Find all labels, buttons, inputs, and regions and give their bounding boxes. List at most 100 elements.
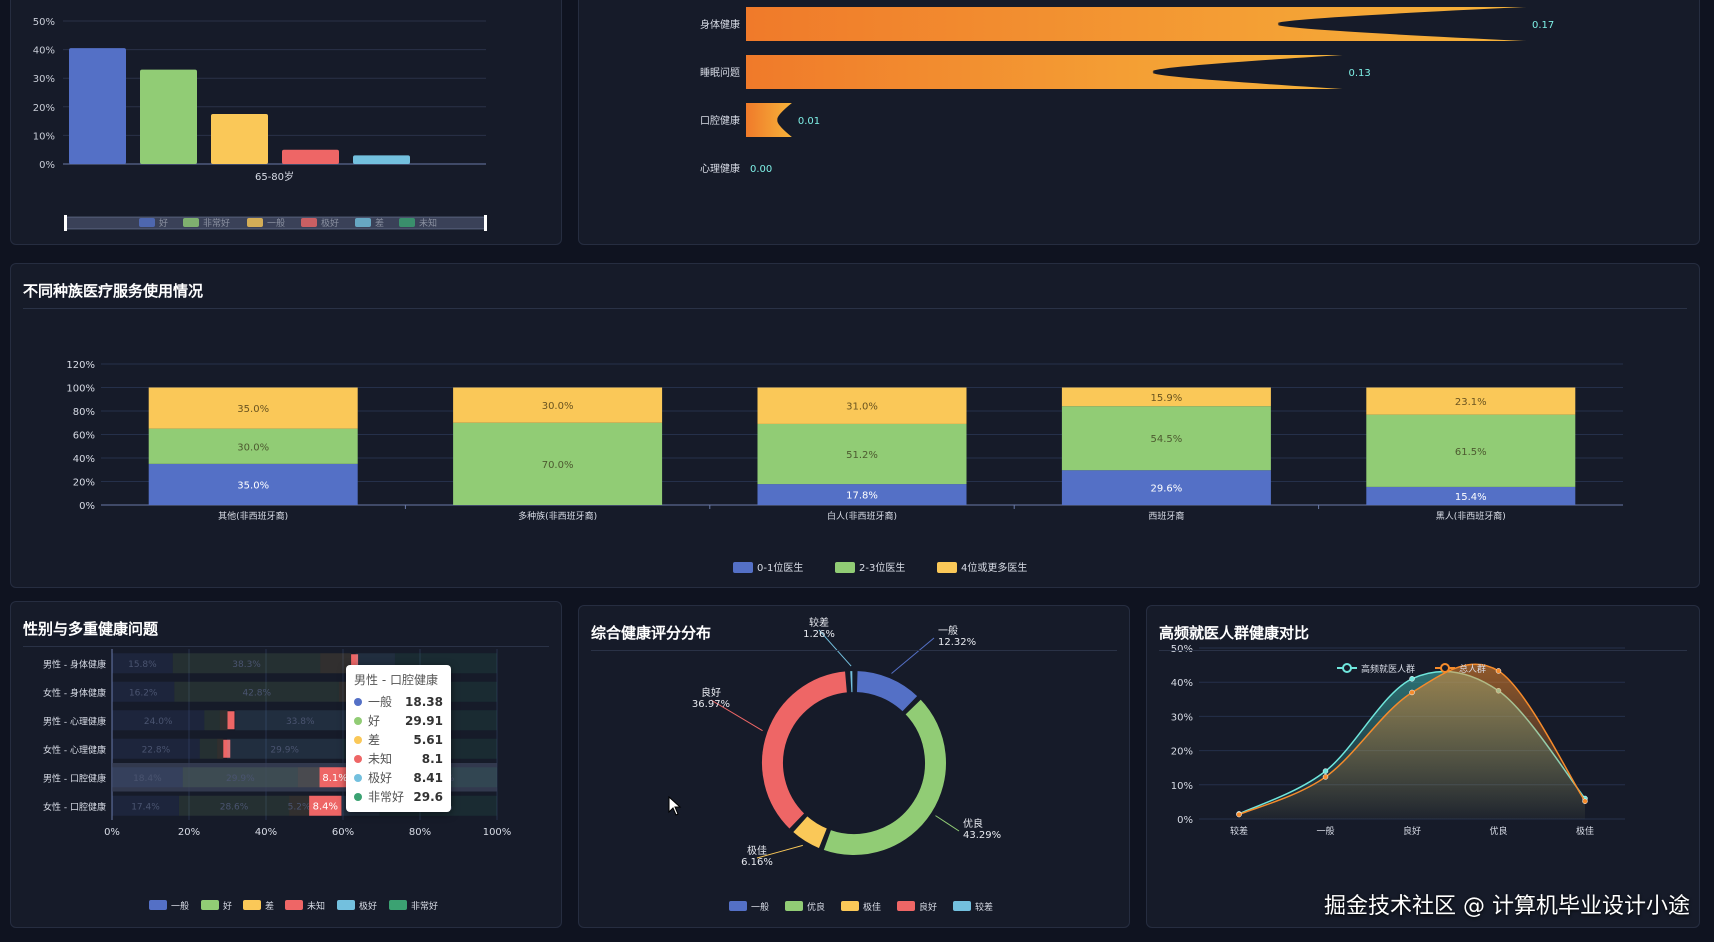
health-issue-chart: 身体健康 0.17 睡眠问题 0.13 口腔健康 0.01 心理健康 0.00: [700, 7, 1554, 175]
pie-label-line: [935, 815, 960, 832]
panel-freq: 高频就医人群健康对比 百分比 0% 10% 20% 30% 40% 50% 较差 一般 良好 优良 极…: [1146, 605, 1700, 928]
segment-value-label: 33.8%: [286, 717, 315, 727]
legend-label: 4位或更多医生: [961, 561, 1027, 574]
issue-bar: [746, 55, 1343, 89]
tooltip-series-name: 一般: [368, 695, 393, 709]
tooltip-series-value: 29.91: [405, 713, 443, 728]
race-chart[interactable]: 0% 20% 40% 60% 80% 100% 120% 35.0% 30.0% 35.0% 其他(…: [11, 264, 1700, 588]
x-tick-label: 65-80岁: [255, 170, 294, 183]
tooltip-rows: 一般 18.38 好 29.91 差 5.61 未知 8.1 极好 8.41 非常好 29.6: [354, 692, 443, 806]
pie-slice-较差: [848, 669, 855, 695]
panel-title: 不同种族医疗服务使用情况: [23, 282, 204, 300]
y-category-label: 睡眠问题: [700, 66, 740, 79]
zoom-handle-left: [64, 215, 67, 231]
score-pie-chart[interactable]: 一般 12.32% 优良 43.29% 极佳 6.16% 良好 36.97% 较差 1.26% 一般…: [579, 606, 1130, 928]
tooltip-series-value: 5.61: [413, 732, 443, 747]
tooltip-series-value: 18.38: [405, 694, 443, 709]
legend-label: 差: [375, 217, 384, 229]
legend-swatch: [835, 562, 855, 573]
segment-value-label: 17.8%: [846, 491, 878, 502]
legend-swatch: [337, 900, 355, 910]
legend-swatch: [201, 900, 219, 910]
legend-swatch: [729, 901, 747, 911]
y-category-label: 男性 - 心理健康: [43, 715, 106, 727]
legend-label: 高频就医人群: [1361, 663, 1415, 675]
x-tick-label: 多种族(非西班牙裔): [518, 510, 597, 522]
legend-label: 2-3位医生: [859, 561, 905, 574]
pie-slice-优良: [821, 697, 948, 857]
tooltip-series-name: 极好: [368, 771, 393, 785]
legend-label: 极好: [321, 217, 339, 229]
y-tick-label: 40%: [73, 454, 95, 465]
pie-label-line: [710, 699, 763, 732]
stack-segment-好: [182, 767, 298, 788]
y-tick-label: 40%: [33, 46, 55, 57]
x-tick-label: 优良: [1489, 825, 1507, 837]
segment-value-label: 15.8%: [128, 660, 157, 670]
y-tick-label: 100%: [66, 384, 95, 395]
tooltip-dot: [354, 792, 362, 801]
chart-tooltip: 男性 - 口腔健康 一般 18.38 好 29.91 差 5.61 未知 8.1 极好 8.41 非…: [346, 665, 451, 812]
segment-value-label: 42.8%: [242, 688, 271, 698]
data-point: [1322, 774, 1329, 780]
segment-value-label: 54.5%: [1151, 434, 1183, 445]
panel-age-health: 0% 10% 20% 30% 40% 50% 65-80岁好 非常好 一般 极好 差 未知: [10, 0, 562, 245]
data-point: [1322, 768, 1329, 774]
legend-swatch: [897, 901, 915, 911]
stack-segment-未知: [319, 767, 351, 788]
data-point: [1495, 668, 1502, 674]
gender-chart[interactable]: 0% 20% 40% 60% 80% 100% 男性 - 身体健康 15.8% 38.3% 女性 …: [11, 602, 562, 928]
legend-label: 极佳: [863, 901, 881, 913]
stack-segment-一般: [112, 738, 200, 759]
segment-value-label: 23.1%: [1455, 397, 1487, 408]
stack-segment-2-3位医生: [1366, 414, 1576, 487]
legend-label: 总人群: [1459, 663, 1486, 675]
panel-score: 综合健康评分分布 一般 12.32% 优良 43.29% 极佳 6.16% 良好 36.97%…: [578, 605, 1130, 928]
watermark: 掘金技术社区 @ 计算机毕业设计小途: [1324, 894, 1690, 919]
legend-label: 未知: [419, 217, 437, 229]
panel-race: 不同种族医疗服务使用情况 0% 20% 40% 60% 80% 100% 120% 35.0%…: [10, 263, 1700, 588]
panel-title: 性别与多重健康问题: [23, 620, 159, 638]
legend-label: 好: [159, 217, 168, 229]
x-tick-label: 较差: [1230, 825, 1248, 837]
stack-segment-差: [217, 738, 224, 759]
x-tick-label: 其他(非西班牙裔): [218, 510, 288, 522]
x-tick-label: 白人(非西班牙裔): [827, 510, 897, 522]
title-divider: [1159, 650, 1687, 651]
y-tick-label: 10%: [1171, 781, 1193, 792]
stack-segment-一般: [112, 767, 183, 788]
legend-swatch: [247, 218, 263, 227]
freq-line-chart[interactable]: 百分比 0% 10% 20% 30% 40% 50% 较差 一般 良好 优良 极佳 高频就医人群 总人群: [1147, 606, 1700, 928]
stack-segment-好: [172, 653, 321, 674]
legend-swatch: [785, 901, 803, 911]
segment-value-label: 28.6%: [220, 802, 249, 812]
x-tick-label: 极佳: [1576, 825, 1594, 837]
data-point: [1236, 811, 1242, 818]
stack-segment-差: [219, 710, 228, 731]
y-tick-label: 30%: [33, 74, 55, 85]
x-tick-label: 良好: [1403, 825, 1421, 837]
y-tick-label: 0%: [79, 501, 95, 512]
segment-value-label: 5.2%: [288, 802, 311, 812]
legend-label: 一般: [267, 217, 285, 229]
stack-segment-0-1位医生: [148, 463, 358, 505]
stack-segment-未知: [223, 739, 231, 758]
tooltip-row: 非常好 29.6: [354, 787, 443, 806]
legend-swatch: [301, 218, 317, 227]
tooltip-dot: [354, 773, 362, 782]
legend-swatch: [243, 900, 261, 910]
tooltip-series-name: 未知: [368, 752, 393, 766]
area-总人群: [1239, 664, 1585, 819]
legend-label: 一般: [171, 900, 189, 912]
y-category-label: 女性 - 口腔健康: [43, 801, 106, 813]
pie-slice-一般: [854, 669, 920, 714]
segment-value-label: 30.0%: [237, 442, 269, 453]
segment-value-label: 29.9%: [226, 774, 255, 784]
stack-segment-4位或更多医生: [757, 387, 967, 424]
y-axis-name: 百分比: [1185, 626, 1212, 638]
legend-swatch: [389, 900, 407, 910]
legend-swatch: [953, 901, 971, 911]
stack-segment-好: [204, 710, 220, 731]
x-tick-label: 0%: [104, 827, 120, 838]
